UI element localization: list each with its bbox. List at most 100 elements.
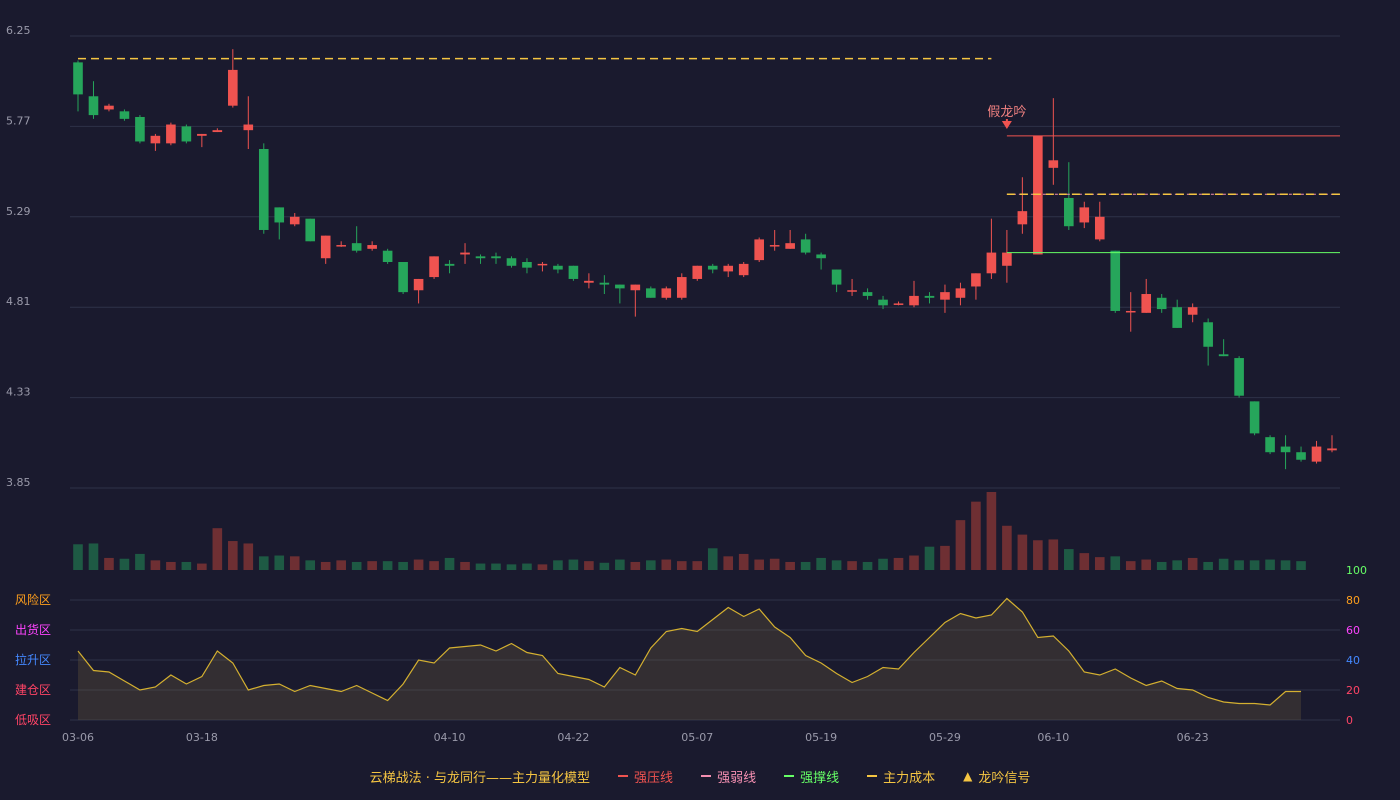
volume-bar	[769, 558, 780, 570]
candle-body	[398, 262, 408, 293]
legend-item-pressure[interactable]: 强压线	[618, 767, 673, 786]
candle-body	[584, 280, 594, 283]
volume-bar	[707, 548, 718, 570]
candle-body	[1048, 160, 1059, 168]
date-tick-label: 05-19	[805, 731, 837, 744]
candle-body	[197, 133, 207, 136]
volume-bar	[1141, 559, 1152, 570]
candle-body	[336, 245, 346, 247]
volume-bar	[1156, 561, 1167, 570]
indicator-lines: 假龙吟	[78, 57, 1340, 254]
volume-bar	[274, 555, 285, 570]
candle-body	[351, 243, 362, 251]
candle-body	[413, 278, 424, 291]
legend-title-text: 云梯战法 · 与龙同行——主力量化模型	[369, 770, 591, 786]
volume-bar	[522, 563, 532, 570]
volume-bar	[444, 557, 455, 570]
candle-body	[181, 126, 192, 142]
price-tick-label: 4.81	[6, 295, 31, 308]
candle-body	[707, 265, 718, 270]
candle-body	[1311, 446, 1322, 462]
indicator-tick-label: 60	[1346, 624, 1360, 637]
volume-bar	[568, 559, 579, 570]
volume-bar	[166, 561, 176, 570]
legend-item-weak[interactable]: 强弱线	[701, 767, 756, 786]
date-axis: 03-06 03-18 04-10 04-22 05-07 05-19 05-29 06-10…	[62, 731, 1209, 744]
volume-bar	[73, 544, 83, 570]
volume-bar	[847, 561, 857, 570]
volume-bar	[630, 561, 641, 570]
candle-body	[1156, 297, 1167, 310]
volume-bar	[986, 492, 997, 570]
volume-bar	[1280, 560, 1291, 570]
volume-bar	[1234, 560, 1244, 570]
candle-body	[537, 263, 548, 266]
candle-body	[909, 295, 919, 306]
date-tick-label: 03-06	[62, 731, 94, 744]
candle-body	[785, 243, 795, 249]
volume-bar	[1203, 561, 1213, 570]
volume-bar	[506, 564, 517, 570]
volume-bar	[351, 561, 362, 570]
candle-body	[630, 284, 641, 291]
candle-body	[1265, 437, 1275, 453]
volume-bar	[1110, 556, 1121, 570]
candle-body	[800, 239, 811, 253]
support-swatch	[784, 775, 795, 777]
legend-label: 强撑线	[800, 770, 840, 786]
zone-label: 建仓区	[15, 683, 51, 697]
candle-body	[73, 62, 83, 95]
candle-body	[1327, 448, 1337, 451]
legend-label: 主力成本	[883, 770, 936, 786]
candle-body	[816, 254, 826, 259]
candle-body	[738, 263, 749, 276]
date-tick-label: 04-22	[557, 731, 589, 744]
volume-bar	[599, 562, 610, 570]
volume-bar	[955, 520, 966, 570]
candle-body	[1033, 135, 1043, 255]
indicator-tick-label: 20	[1346, 684, 1360, 697]
grid-lines	[70, 35, 1340, 489]
volume-bar	[831, 560, 842, 570]
volume-bar	[258, 556, 269, 570]
volume-bar	[491, 563, 501, 570]
legend-item-signal[interactable]: ▲ 龙吟信号	[963, 767, 1030, 786]
volume-bar	[320, 561, 331, 570]
legend-item-support[interactable]: 强撑线	[784, 767, 839, 786]
volume-bar	[692, 561, 703, 570]
triangle-icon: ▲	[963, 769, 973, 783]
candle-body	[940, 292, 950, 300]
legend-label: 龙吟信号	[978, 770, 1031, 786]
candle-body	[1280, 446, 1291, 453]
volume-bar	[1017, 534, 1028, 570]
volume-bar	[413, 559, 424, 570]
volume-bar	[661, 559, 672, 570]
candle-body	[676, 277, 687, 298]
candle-body	[212, 130, 223, 133]
volume-bar	[537, 564, 548, 570]
legend-title: 云梯战法 · 与龙同行——主力量化模型	[370, 767, 590, 786]
candle-body	[1234, 358, 1244, 396]
candle-body	[1187, 307, 1198, 315]
candle-body	[599, 282, 610, 285]
volume-bar	[676, 561, 687, 570]
volume-bar	[181, 561, 192, 570]
candle-body	[1125, 310, 1136, 313]
candle-body	[1002, 252, 1012, 266]
volume-bar	[212, 528, 223, 570]
indicator-line	[77, 597, 1302, 706]
volume-bar	[553, 560, 563, 570]
candle-body	[228, 69, 238, 106]
volume-bar	[305, 560, 316, 570]
candle-body	[382, 250, 393, 262]
candle-body	[243, 124, 254, 131]
candle-body	[289, 216, 300, 225]
candle-body	[1064, 197, 1074, 227]
legend-item-cost[interactable]: 主力成本	[867, 767, 935, 786]
candle-body	[320, 235, 331, 259]
volume-bar	[1033, 540, 1043, 570]
date-tick-label: 06-10	[1037, 731, 1069, 744]
signal-annotation: 假龙吟	[987, 104, 1026, 120]
candle-body	[1203, 322, 1213, 347]
volume-bar	[971, 501, 981, 570]
